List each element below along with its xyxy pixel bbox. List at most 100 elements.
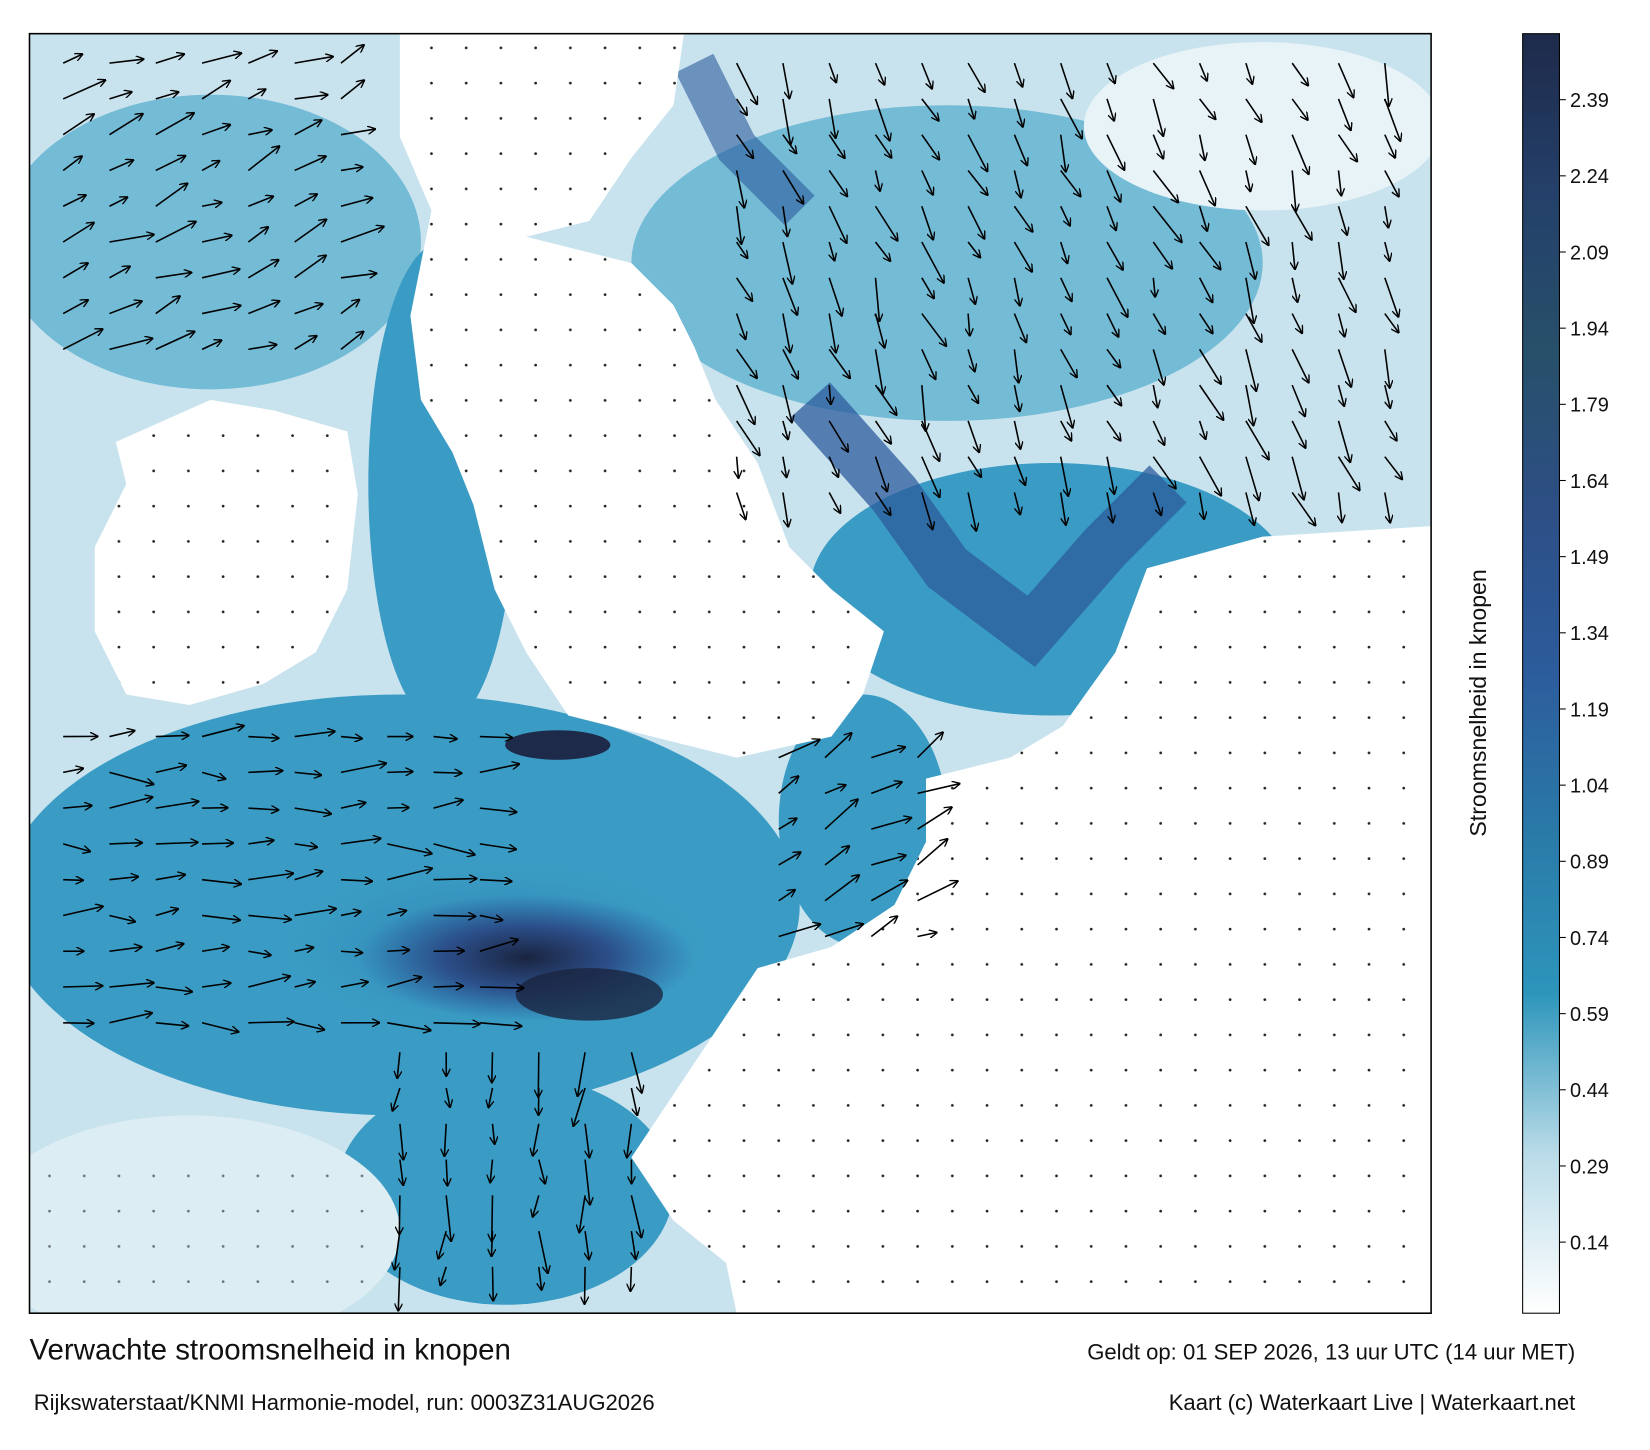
current-arrow (433, 915, 476, 916)
current-arrow (294, 336, 317, 351)
current-arrow (433, 1023, 480, 1024)
current-arrow (492, 1123, 494, 1144)
current-arrow (201, 235, 231, 243)
current-arrow (874, 349, 883, 393)
current-arrow (248, 1022, 293, 1023)
current-arrow (201, 203, 221, 207)
current-arrow (1152, 134, 1163, 159)
current-arrow (874, 456, 888, 492)
current-arrow (921, 62, 932, 88)
current-arrow (778, 740, 820, 759)
current-arrow (1384, 277, 1399, 317)
current-arrow (397, 1052, 400, 1078)
current-arrow (399, 1195, 400, 1234)
current-arrow (1152, 62, 1173, 88)
current-arrow (585, 1231, 589, 1259)
current-arrow (62, 114, 94, 136)
current-arrow (630, 1052, 641, 1092)
current-arrow (247, 260, 278, 279)
current-arrow (201, 53, 241, 64)
current-arrow (446, 1087, 450, 1107)
current-arrow (1106, 313, 1118, 337)
current-arrow (248, 130, 271, 135)
current-arrow (782, 98, 791, 145)
current-arrow (824, 924, 863, 938)
current-arrow (874, 241, 891, 261)
current-arrow (1013, 277, 1019, 306)
current-arrow (921, 241, 944, 283)
current-arrow (340, 80, 364, 100)
current-arrow (824, 785, 845, 795)
current-arrow (874, 384, 897, 415)
colorbar-tick-label: 0.59 (1570, 1004, 1609, 1026)
current-arrow (1291, 384, 1305, 416)
current-arrow (445, 1195, 451, 1241)
current-arrow (247, 146, 279, 172)
current-arrow (492, 1266, 493, 1301)
colorbar-tick-label: 0.14 (1570, 1232, 1609, 1254)
current-arrow (1245, 456, 1259, 501)
current-arrow (340, 982, 368, 988)
current-arrow (630, 1266, 631, 1291)
current-arrows (62, 45, 1402, 1310)
current-arrow (1106, 98, 1114, 121)
current-arrow (1013, 98, 1022, 127)
current-arrow (1106, 134, 1124, 170)
current-arrow (1337, 349, 1351, 386)
colorbar-tick-label: 1.94 (1570, 319, 1609, 341)
current-arrow (1152, 313, 1165, 334)
current-arrow (782, 241, 792, 284)
current-arrow (155, 765, 186, 774)
current-arrow (294, 1022, 325, 1030)
current-arrow (201, 771, 225, 779)
current-arrow (579, 1195, 586, 1232)
current-arrow (783, 420, 788, 439)
current-arrow (967, 241, 980, 257)
current-arrow (248, 301, 279, 315)
current-arrow (248, 737, 278, 739)
current-arrow (201, 726, 244, 738)
current-arrow (870, 880, 907, 902)
current-arrow (1106, 492, 1113, 522)
current-arrow (1059, 456, 1069, 496)
current-arrow (479, 737, 512, 738)
current-arrow (109, 92, 131, 100)
current-arrow (1060, 420, 1072, 441)
current-arrow (479, 940, 518, 952)
current-arrow (1337, 206, 1347, 235)
current-arrow (490, 1159, 492, 1183)
current-arrow (294, 120, 322, 136)
current-arrow (1059, 492, 1066, 524)
current-arrow (340, 838, 381, 845)
current-arrow (155, 54, 184, 64)
source: Rijkswaterstaat/KNMI Harmonie-model, run… (34, 1390, 655, 1415)
current-arrow (874, 98, 890, 141)
current-arrow (1059, 384, 1073, 427)
current-arrow (294, 982, 315, 988)
current-arrow (824, 875, 859, 902)
colorbar-label: Stroomsnelheid in knopen (1465, 569, 1491, 836)
current-arrow (967, 169, 987, 194)
current-arrow (1292, 170, 1296, 211)
current-arrow (387, 843, 431, 854)
current-arrow (248, 976, 290, 988)
current-arrow (870, 916, 897, 938)
current-arrow (201, 947, 229, 951)
current-arrow (828, 62, 836, 82)
current-arrow (874, 62, 885, 84)
colorbar-tick-label: 0.29 (1570, 1156, 1609, 1178)
current-arrow (921, 205, 933, 239)
current-arrow (387, 807, 408, 808)
current-arrow (874, 205, 898, 240)
current-arrow (1060, 98, 1082, 139)
credit: Kaart (c) Waterkaart Live | Waterkaart.n… (1169, 1390, 1576, 1415)
current-arrow (155, 156, 185, 172)
current-arrow (387, 772, 412, 773)
current-arrow (109, 914, 134, 921)
current-arrow (1013, 420, 1020, 449)
current-arrow (1385, 63, 1389, 106)
current-arrow (109, 197, 127, 207)
current-arrow (917, 784, 960, 795)
colorbar-tick-label: 0.74 (1570, 928, 1609, 950)
current-arrow (155, 1023, 188, 1026)
